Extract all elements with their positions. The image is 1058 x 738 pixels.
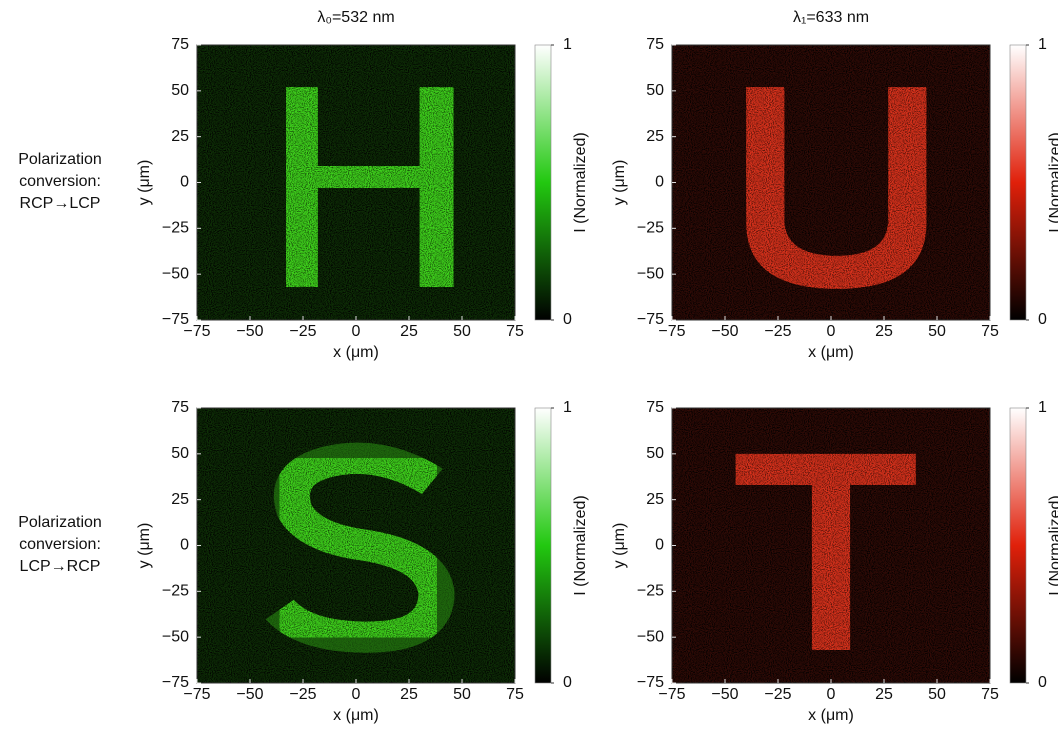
y-tick-label: −50 — [162, 628, 189, 645]
colorbar-tick-label: 1 — [563, 399, 572, 416]
x-tick-label: 50 — [928, 323, 946, 340]
image — [672, 408, 990, 683]
x-axis-label: x (μm) — [808, 344, 854, 361]
x-axis-label: x (μm) — [808, 707, 854, 724]
image — [197, 45, 515, 320]
x-tick-label: 0 — [352, 686, 361, 703]
row-label: Polarization — [18, 151, 102, 168]
y-tick-label: 0 — [180, 174, 189, 191]
colorbar-tick-label: 0 — [1038, 674, 1047, 691]
x-tick-label: 25 — [400, 323, 418, 340]
y-axis-label: y (μm) — [136, 160, 153, 206]
y-tick-label: −25 — [637, 220, 664, 237]
x-tick-label: −50 — [711, 686, 738, 703]
colorbar — [1010, 45, 1026, 320]
y-tick-label: 0 — [180, 537, 189, 554]
colorbar — [535, 45, 551, 320]
y-axis-label: y (μm) — [611, 160, 628, 206]
y-tick-label: −25 — [637, 583, 664, 600]
x-tick-label: 0 — [827, 323, 836, 340]
x-tick-label: 75 — [506, 686, 524, 703]
image — [672, 45, 990, 320]
x-tick-label: −50 — [236, 323, 263, 340]
colorbar-tick-label: 0 — [563, 674, 572, 691]
figure: −75 −50 −25 0 25 50 75 −75 −50 −25 0 25 50 75 x (μm) y … — [0, 0, 1058, 738]
y-tick-label: −50 — [637, 265, 664, 282]
x-tick-label: 0 — [352, 323, 361, 340]
x-tick-label: −50 — [711, 323, 738, 340]
x-tick-label: −25 — [764, 323, 791, 340]
y-tick-label: 75 — [646, 36, 664, 53]
x-tick-label: 25 — [400, 686, 418, 703]
x-tick-label: 50 — [453, 686, 471, 703]
y-tick-label: 50 — [646, 445, 664, 462]
colorbar-tick-label: 1 — [1038, 36, 1047, 53]
row-label: conversion: — [19, 173, 101, 190]
y-tick-label: 50 — [171, 445, 189, 462]
x-tick-label: 25 — [875, 686, 893, 703]
colorbar-label: I (Normalized) — [572, 495, 589, 595]
page: −75 −50 −25 0 25 50 75 −75 −50 −25 0 25 50 75 x (μm) y … — [0, 0, 1058, 738]
y-tick-label: 50 — [646, 82, 664, 99]
x-tick-label: 0 — [827, 686, 836, 703]
y-tick-label: 75 — [646, 399, 664, 416]
colorbar-label: I (Normalized) — [1047, 495, 1058, 595]
y-tick-label: −25 — [162, 220, 189, 237]
y-tick-label: −75 — [637, 674, 664, 691]
y-tick-label: 25 — [646, 128, 664, 145]
x-tick-label: −25 — [289, 323, 316, 340]
x-tick-label: −25 — [764, 686, 791, 703]
x-tick-label: 75 — [981, 686, 999, 703]
y-tick-label: −75 — [162, 674, 189, 691]
y-tick-label: 75 — [171, 36, 189, 53]
y-tick-label: 0 — [655, 537, 664, 554]
colorbar-tick-label: 1 — [563, 36, 572, 53]
y-tick-label: 25 — [646, 491, 664, 508]
panel-title: λ₀=532 nm — [317, 9, 394, 26]
x-tick-label: 25 — [875, 323, 893, 340]
x-axis-label: x (μm) — [333, 707, 379, 724]
x-tick-label: −25 — [289, 686, 316, 703]
colorbar — [535, 408, 551, 683]
x-tick-label: 75 — [506, 323, 524, 340]
y-tick-label: 0 — [655, 174, 664, 191]
row-label: RCP→LCP — [20, 195, 101, 212]
y-tick-label: −50 — [637, 628, 664, 645]
y-tick-label: −75 — [637, 311, 664, 328]
y-tick-label: 25 — [171, 128, 189, 145]
row-label: Polarization — [18, 514, 102, 531]
y-axis-label: y (μm) — [611, 523, 628, 569]
colorbar-label: I (Normalized) — [572, 132, 589, 232]
row-label: conversion: — [19, 536, 101, 553]
colorbar-tick-label: 1 — [1038, 399, 1047, 416]
colorbar-tick-label: 0 — [1038, 311, 1047, 328]
colorbar — [1010, 408, 1026, 683]
y-tick-label: 75 — [171, 399, 189, 416]
x-tick-label: 75 — [981, 323, 999, 340]
y-tick-label: −75 — [162, 311, 189, 328]
y-axis-label: y (μm) — [136, 523, 153, 569]
row-label: LCP→RCP — [20, 558, 101, 575]
image — [197, 408, 515, 683]
colorbar-label: I (Normalized) — [1047, 132, 1058, 232]
y-tick-label: −25 — [162, 583, 189, 600]
y-tick-label: −50 — [162, 265, 189, 282]
y-tick-label: 25 — [171, 491, 189, 508]
y-tick-label: 50 — [171, 82, 189, 99]
x-axis-label: x (μm) — [333, 344, 379, 361]
x-tick-label: −50 — [236, 686, 263, 703]
panel-title: λ₁=633 nm — [793, 9, 869, 26]
x-tick-label: 50 — [928, 686, 946, 703]
panel: −75−50−250255075−75−50−250255075x (μm)y … — [611, 399, 1058, 724]
x-tick-label: 50 — [453, 323, 471, 340]
colorbar-tick-label: 0 — [563, 311, 572, 328]
